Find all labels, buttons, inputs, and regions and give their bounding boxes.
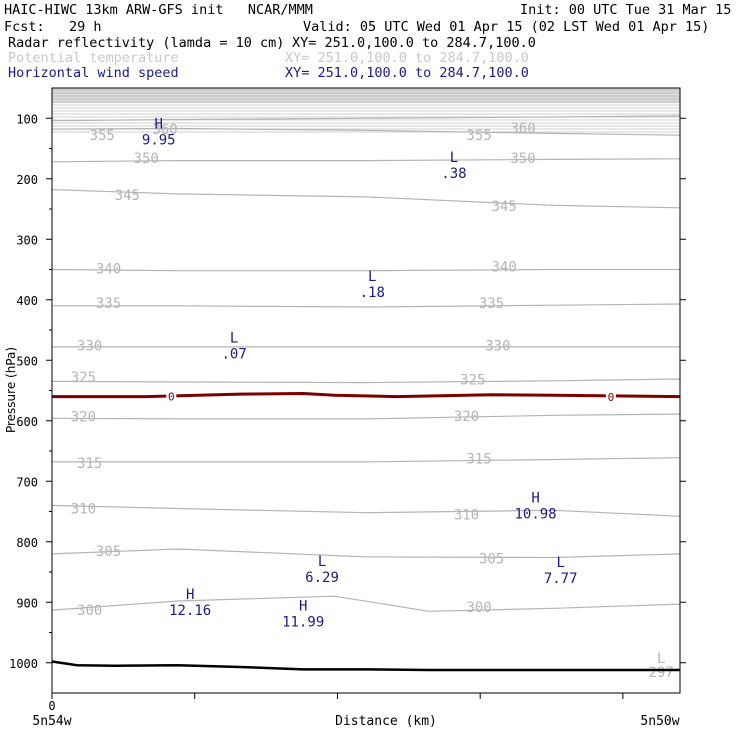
theta-label: 305 bbox=[96, 544, 121, 560]
wind-extremum-high: H bbox=[299, 599, 307, 615]
field-xy-theta: XY= 251.0,100.0 to 284.7,100.0 bbox=[285, 50, 529, 66]
theta-contour-305 bbox=[51, 548, 681, 559]
theta-label: 300 bbox=[77, 603, 102, 619]
theta-label: 335 bbox=[479, 296, 504, 312]
wind-extremum-value: 6.29 bbox=[305, 570, 339, 586]
theta-contour-320 bbox=[51, 413, 681, 420]
y-axis-label: Pressure (hPa) bbox=[4, 347, 18, 433]
theta-label: 340 bbox=[492, 259, 517, 275]
wind-extremum-low: L bbox=[318, 554, 326, 570]
theta-label: 320 bbox=[454, 409, 479, 425]
field-xy-reflectivity: XY= 251.0,100.0 to 284.7,100.0 bbox=[292, 35, 536, 51]
theta-label: 315 bbox=[466, 451, 491, 467]
y-tick-label: 600 bbox=[16, 415, 38, 429]
model-title: HAIC-HIWC 13km ARW-GFS init NCAR/MMM bbox=[4, 2, 313, 18]
theta-label: 300 bbox=[466, 600, 491, 616]
theta-contour-335 bbox=[52, 303, 681, 308]
theta-label: 320 bbox=[71, 410, 96, 426]
theta-label: 335 bbox=[96, 296, 121, 312]
wind-extremum-value: 9.95 bbox=[142, 133, 176, 149]
wind-extremum-value: 10.98 bbox=[514, 506, 556, 522]
wind-extremum-value: .07 bbox=[221, 347, 246, 363]
theta-contour-315 bbox=[52, 457, 681, 463]
theta-label: 310 bbox=[71, 501, 96, 517]
theta-label: 310 bbox=[454, 508, 479, 524]
theta-label: 315 bbox=[77, 456, 102, 472]
y-tick-label: 200 bbox=[16, 173, 38, 187]
left-location-label: 5n54w bbox=[32, 714, 71, 729]
wind-extremum-value: .18 bbox=[360, 285, 385, 301]
reflectivity-label-bg bbox=[605, 391, 616, 404]
y-tick-label: 700 bbox=[16, 475, 38, 489]
theta-label: 345 bbox=[492, 199, 517, 215]
theta-label: 350 bbox=[134, 151, 159, 167]
y-tick-label: 400 bbox=[16, 294, 38, 308]
init-time: Init: 00 UTC Tue 31 Mar 15 bbox=[520, 2, 732, 18]
theta-label: 305 bbox=[479, 552, 504, 568]
wind-extremum-low: L bbox=[657, 651, 665, 667]
y-tick-label: 800 bbox=[16, 536, 38, 550]
y-tick-label: 300 bbox=[16, 233, 38, 247]
theta-label: 355 bbox=[90, 128, 115, 144]
theta-label: 330 bbox=[485, 339, 510, 355]
x-tick-label: 0 bbox=[48, 699, 55, 713]
right-location-label: 5n50w bbox=[640, 714, 679, 729]
theta-label: 330 bbox=[77, 339, 102, 355]
reflectivity-label: 0 bbox=[168, 391, 175, 404]
wind-extremum-value: .38 bbox=[441, 166, 466, 182]
theta-label: 325 bbox=[460, 373, 485, 389]
field-label-theta: Potential temperature bbox=[8, 50, 179, 66]
theta-label: 355 bbox=[466, 128, 491, 144]
reflectivity-zero-contour bbox=[52, 391, 681, 399]
y-tick-label: 100 bbox=[16, 112, 38, 126]
theta-contour-350 bbox=[51, 158, 681, 163]
theta-label: 340 bbox=[96, 261, 121, 277]
y-tick-label: 900 bbox=[16, 596, 38, 610]
field-xy-wind: XY= 251.0,100.0 to 284.7,100.0 bbox=[285, 65, 529, 81]
theta-label: 297 bbox=[649, 665, 674, 681]
wind-extremum-low: L bbox=[450, 150, 458, 166]
reflectivity-label: 0 bbox=[608, 391, 615, 404]
theta-contour-325 bbox=[51, 378, 681, 384]
theta-contour-355 bbox=[51, 127, 681, 136]
theta-label: 360 bbox=[510, 121, 535, 137]
theta-contour-340 bbox=[51, 268, 680, 272]
valid-time: Valid: 05 UTC Wed 01 Apr 15 (02 LST Wed … bbox=[303, 19, 710, 35]
plot-frame bbox=[51, 87, 681, 694]
theta-contour-310 bbox=[51, 504, 681, 517]
y-tick-label: 500 bbox=[16, 354, 38, 368]
theta-label: 345 bbox=[115, 188, 140, 204]
wind-extremum-low: L bbox=[230, 331, 238, 347]
wind-extremum-low: L bbox=[556, 555, 564, 571]
theta-contour-360 bbox=[51, 115, 681, 122]
wind-extremum-value: 12.16 bbox=[169, 603, 211, 619]
wind-extremum-high: H bbox=[186, 587, 194, 603]
wind-extremum-high: H bbox=[155, 117, 163, 133]
wind-extremum-value: 7.77 bbox=[544, 571, 578, 587]
top-shading bbox=[52, 88, 680, 104]
x-axis-label: Distance (km) bbox=[335, 714, 437, 729]
wind-extremum-low: L bbox=[368, 269, 376, 285]
wind-extremum-value: 11.99 bbox=[282, 615, 324, 631]
terrain-surface bbox=[51, 660, 680, 672]
y-tick-label: 1000 bbox=[9, 657, 38, 671]
theta-label: 360 bbox=[152, 122, 177, 138]
theta-label: 325 bbox=[71, 370, 96, 386]
forecast-hour: Fcst: 29 h bbox=[4, 19, 102, 35]
theta-contour-345 bbox=[51, 189, 681, 209]
wind-extremum-high: H bbox=[531, 490, 539, 506]
field-label-reflectivity: Radar reflectivity (lamda = 10 cm) bbox=[8, 35, 285, 51]
theta-contour-300 bbox=[51, 595, 681, 612]
theta-label: 350 bbox=[510, 151, 535, 167]
reflectivity-label-bg bbox=[166, 390, 177, 403]
field-label-wind: Horizontal wind speed bbox=[8, 65, 179, 81]
